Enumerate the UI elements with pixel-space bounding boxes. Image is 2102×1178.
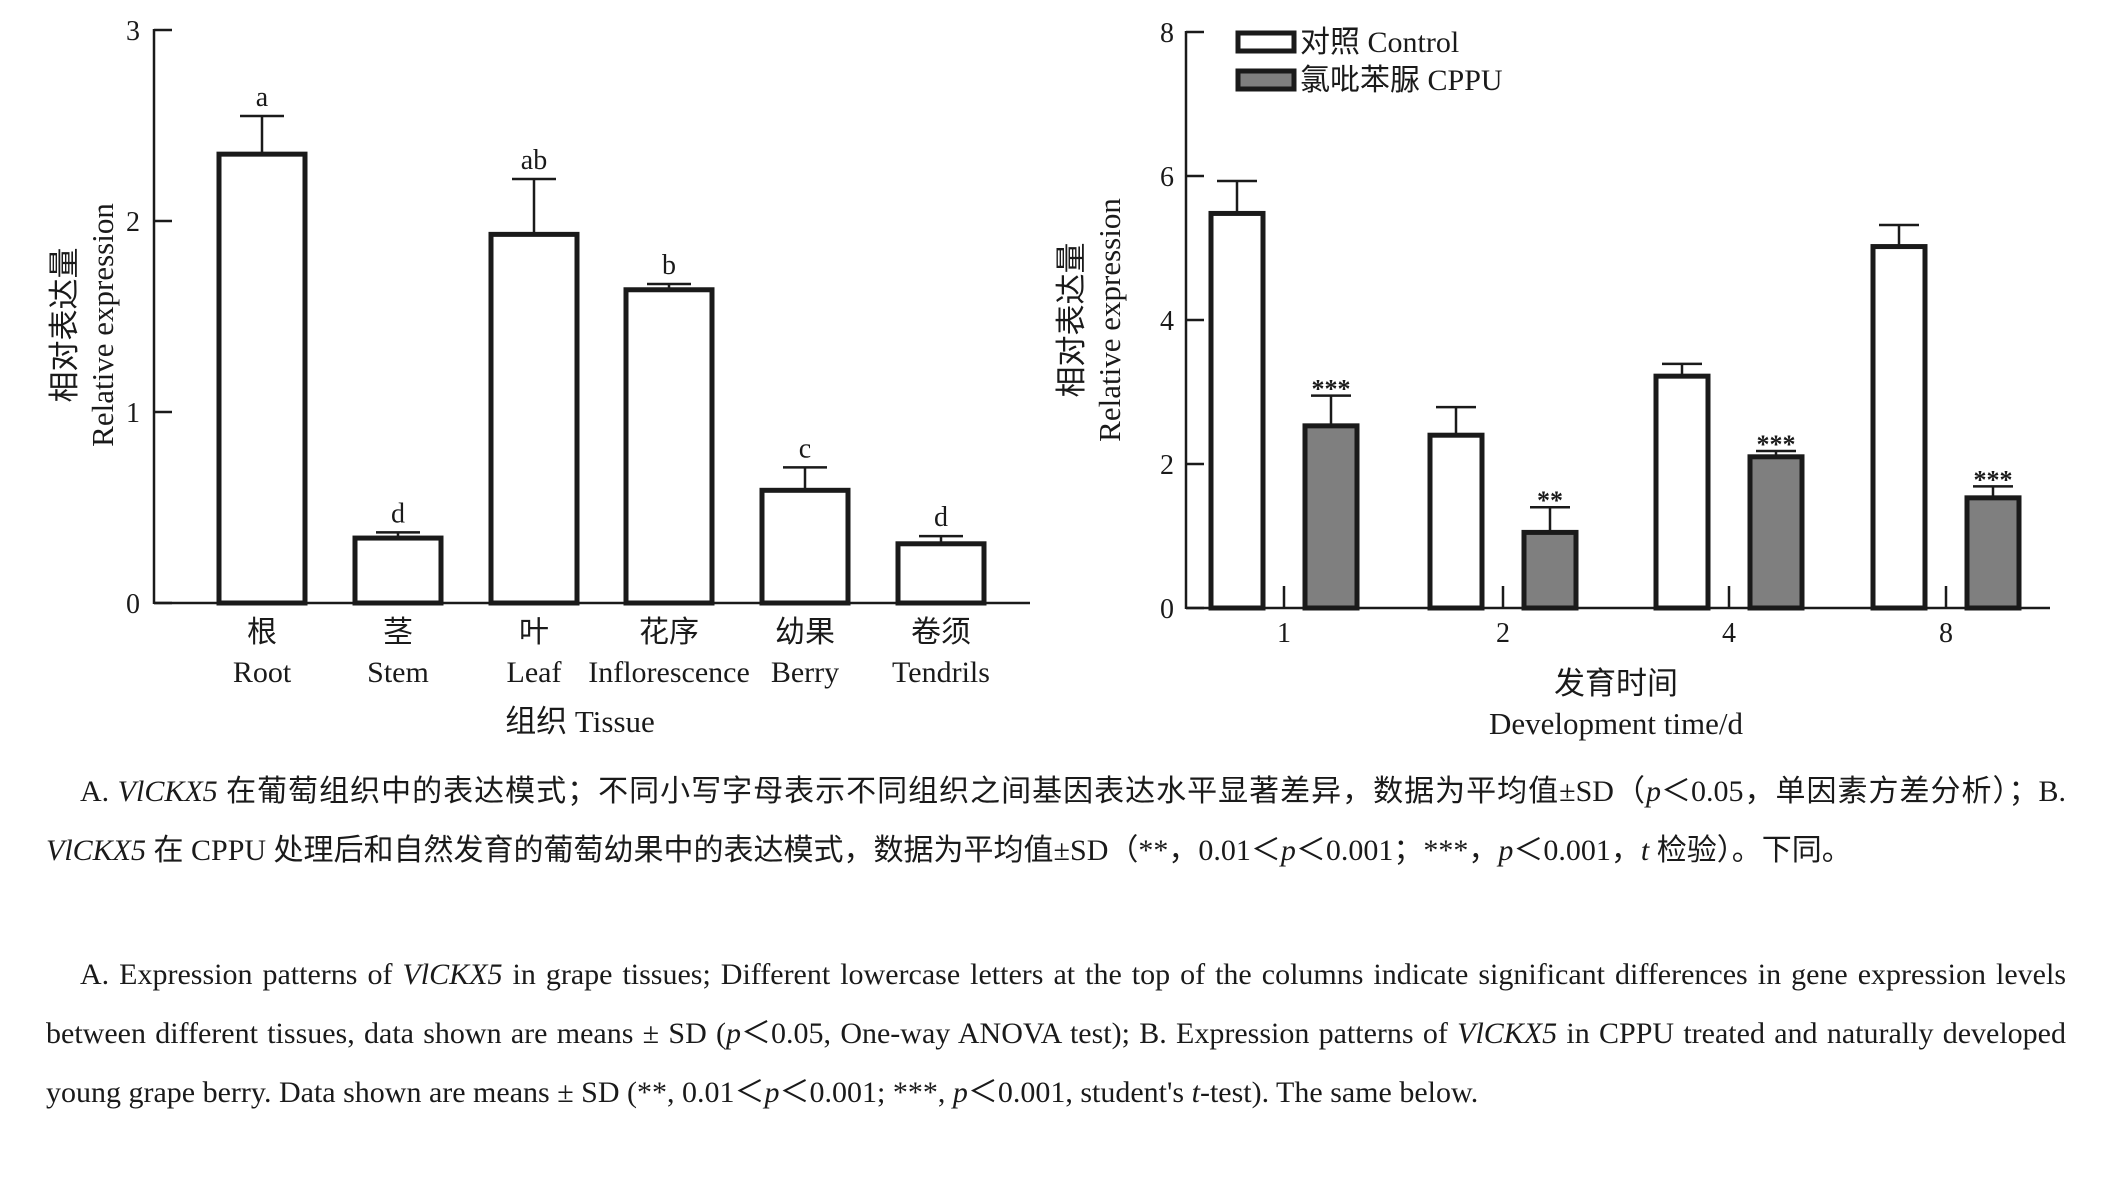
x-tick-label-cn: 叶 <box>519 616 549 649</box>
x-tick-label: 1 <box>1277 618 1291 649</box>
x-tick-label: Berry <box>771 656 839 689</box>
x-tick-label-cn: 幼果 <box>775 616 835 649</box>
legend-label-control: 对照 Control <box>1300 26 1459 59</box>
x-tick-label-cn: 茎 <box>383 616 413 649</box>
caption-en-b-p1: p <box>764 1076 780 1109</box>
x-axis-title: 组织 Tissue <box>505 704 655 739</box>
bar-control <box>1208 210 1266 611</box>
caption-en-b-t: t <box>1191 1076 1200 1109</box>
caption-cn-a-text1: 在葡萄组织中的表达模式；不同小写字母表示不同组织之间基因表达水平显著差异，数据为… <box>217 775 1646 808</box>
y-tick-label: 8 <box>1160 18 1174 49</box>
significance-letter: c <box>799 433 811 464</box>
bar-control <box>1427 432 1485 611</box>
y-tick-label: 2 <box>126 207 140 238</box>
bar <box>759 487 851 606</box>
caption-en-b-text3: ＜0.001, student's <box>967 1076 1192 1109</box>
caption-cn-a-text2: ＜0.05，单因素方差分析）；B. <box>1660 775 2066 808</box>
legend: 对照 Control 氯吡苯脲 CPPU <box>1235 26 1503 97</box>
caption-cn-a-p: p <box>1645 775 1661 808</box>
caption-cn-b-text3: ＜0.001， <box>1513 834 1641 867</box>
caption-en-b-text1: in CPPU treated and naturally developed … <box>46 1017 2066 1109</box>
chart-a: 0 1 2 3 a 根 Root d 茎 Stem ab 叶 Leaf b 花序 Inflorescence c… <box>47 16 1030 739</box>
x-axis-title: Development time/d <box>1489 706 1743 741</box>
significance-letter: b <box>662 250 676 281</box>
caption-chinese: A. VlCKX5 在葡萄组织中的表达模式；不同小写字母表示不同组织之间基因表达… <box>46 762 2066 880</box>
bar-cppu <box>1747 454 1805 611</box>
x-axis-title-cn: 发育时间 <box>1554 666 1678 701</box>
y-tick-label: 0 <box>126 589 140 620</box>
bar-control <box>1870 244 1928 611</box>
bar-cppu <box>1964 495 2022 611</box>
significance-marker: *** <box>1312 375 1351 404</box>
y-tick-label: 1 <box>126 398 140 429</box>
bar-cppu <box>1302 423 1360 611</box>
y-tick-label: 2 <box>1160 450 1174 481</box>
x-tick-label-cn: 根 <box>247 616 277 649</box>
caption-cn-b-text1: 在 CPPU 处理后和自然发育的葡萄幼果中的表达模式，数据为平均值±SD（**，… <box>146 834 1281 867</box>
caption-en-a-p: p <box>726 1017 742 1050</box>
caption-cn-b-p2: p <box>1498 834 1514 867</box>
x-tick-label: 2 <box>1496 618 1510 649</box>
caption-cn-a-gene: VlCKX5 <box>117 775 218 808</box>
caption-en-b-text2: ＜0.001; ***, <box>779 1076 953 1109</box>
x-tick-label-cn: 卷须 <box>911 616 971 649</box>
bar-cppu <box>1521 529 1579 611</box>
significance-marker: *** <box>1974 465 2013 494</box>
bar <box>623 287 715 606</box>
x-tick-label: Root <box>233 656 292 689</box>
y-axis-title-cn: 相对表达量 <box>47 248 82 403</box>
x-tick-label: Stem <box>367 656 429 689</box>
caption-cn-b-t: t <box>1640 834 1650 867</box>
caption-cn-b-text2: ＜0.001；***， <box>1295 834 1499 867</box>
y-tick-label: 6 <box>1160 162 1174 193</box>
significance-letter: ab <box>521 145 547 176</box>
figure: 0 1 2 3 a 根 Root d 茎 Stem ab 叶 Leaf b 花序 Inflorescence c… <box>47 16 2050 741</box>
bar <box>216 151 308 606</box>
x-tick-label: 4 <box>1722 618 1736 649</box>
y-axis-title: 相对表达量 Relative expression <box>47 203 120 447</box>
significance-marker: ** <box>1537 486 1563 515</box>
caption-en-b-text4: -test). The same below. <box>1199 1076 1479 1109</box>
legend-swatch-control <box>1235 30 1297 54</box>
y-axis-title-en: Relative expression <box>1092 198 1127 442</box>
x-tick-label: Leaf <box>507 656 562 689</box>
y-axis-title-cn: 相对表达量 <box>1054 243 1089 398</box>
caption-cn-b-gene: VlCKX5 <box>46 834 147 867</box>
bar <box>895 541 987 606</box>
x-tick-label-cn: 花序 <box>639 616 699 649</box>
bar-control <box>1653 373 1711 611</box>
x-tick-label: 8 <box>1939 618 1953 649</box>
caption-en-a-text3: ＜0.05, One-way ANOVA test); B. Expressio… <box>741 1017 1458 1050</box>
significance-letter: d <box>391 498 405 529</box>
y-axis-title-en: Relative expression <box>85 203 120 447</box>
caption-en-a-text1: A. Expression patterns of <box>80 958 403 991</box>
significance-marker: *** <box>1757 430 1796 459</box>
caption-en-b-gene: VlCKX5 <box>1457 1017 1558 1050</box>
caption-english: A. Expression patterns of VlCKX5 in grap… <box>46 945 2066 1122</box>
caption-cn-b-text4: 检验）。下同。 <box>1649 834 1852 867</box>
x-tick-label: Tendrils <box>892 656 990 689</box>
caption-cn-a-prefix: A. <box>80 775 118 808</box>
legend-label-cppu: 氯吡苯脲 CPPU <box>1300 64 1503 97</box>
significance-letter: d <box>934 502 948 533</box>
caption-en-a-gene: VlCKX5 <box>402 958 503 991</box>
y-tick-label: 4 <box>1160 306 1174 337</box>
caption-en-a-text2: in grape tissues; Different lowercase le… <box>46 958 2066 1050</box>
caption-en-b-p2: p <box>952 1076 968 1109</box>
caption-cn-b-p1: p <box>1280 834 1296 867</box>
y-tick-label: 3 <box>126 16 140 47</box>
bar <box>488 231 580 606</box>
y-tick-label: 0 <box>1160 594 1174 625</box>
significance-letter: a <box>256 82 269 113</box>
legend-swatch-cppu <box>1235 68 1297 92</box>
x-tick-label: Inflorescence <box>588 656 750 689</box>
bar <box>352 535 444 606</box>
